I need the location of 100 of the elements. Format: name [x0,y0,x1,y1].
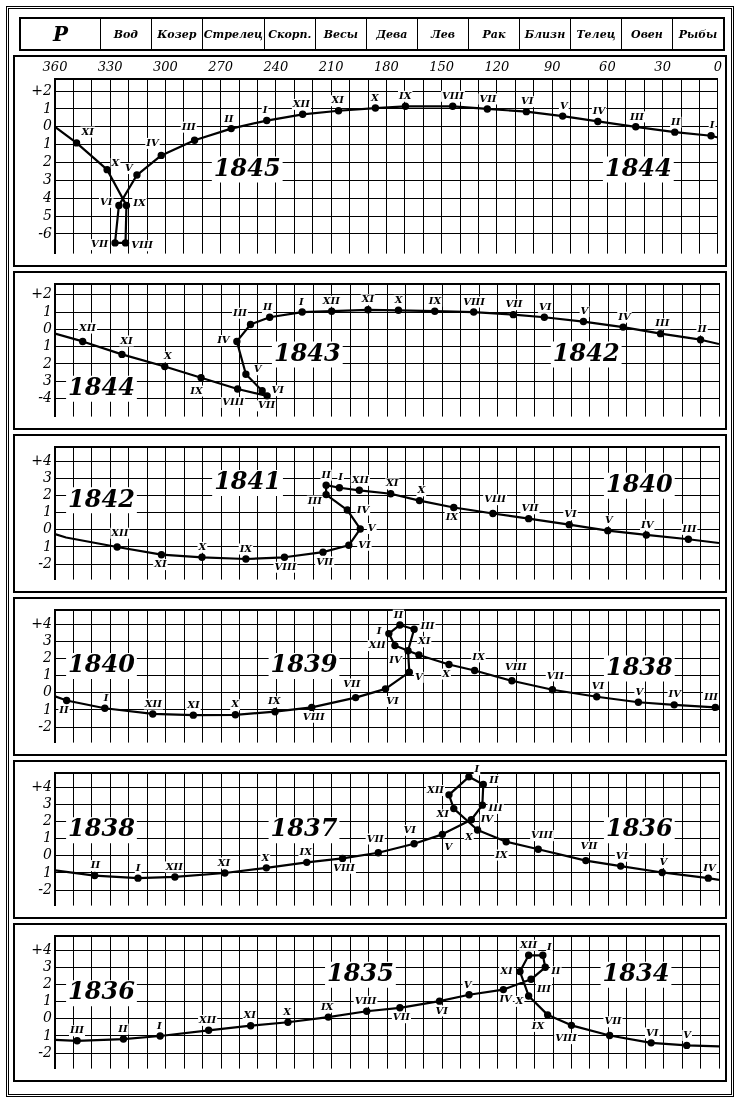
data-label: I [337,471,344,483]
text: Близн [518,19,570,49]
y-tick-label: 2 [42,486,53,503]
y-tick-label: +4 [31,451,52,468]
data-label: XII [425,784,445,796]
data-label: IX [530,1020,546,1031]
data-label: VIII [555,1032,578,1044]
data-label: II [696,323,708,335]
x-tick-label: 210 [317,59,344,75]
text: Весы [314,19,366,49]
data-label: XI [499,965,513,977]
y-tick-label: 0 [43,683,53,700]
data-label: II [392,608,404,620]
data-label: IX [298,846,314,857]
data-label: XII [110,526,129,538]
annotation: 1844 [68,372,135,402]
data-label: XII [367,639,387,651]
y-tick-label: 1 [43,829,52,846]
y-tick-label: 2 [42,153,53,170]
data-label: XII [143,697,163,709]
text: Козер [150,19,202,49]
data-label: VIII [442,89,465,101]
text: Лев [416,19,468,49]
text: Рак [467,19,519,49]
data-label: VII [479,92,497,104]
data-label: IX [427,294,443,306]
data-label: IX [267,695,282,707]
data-label: X [197,540,208,552]
y-tick-label: 2 [42,812,53,829]
data-label: IV [388,654,403,666]
data-label: VI [386,695,400,707]
data-label: IX [397,89,413,101]
data-label: VIII [531,829,554,841]
x-tick-label: 180 [374,59,399,75]
data-label: I [298,295,305,307]
data-label: XI [242,1009,257,1021]
x-tick-label: 0 [713,59,723,75]
y-tick-label: 3 [43,371,53,388]
data-label: V [124,162,134,174]
data-label: III [231,306,248,318]
data-label: XII [77,321,97,333]
data-label: XI [330,94,345,106]
annotation: 1842 [552,337,620,367]
annotation: 1838 [68,813,136,843]
text: Стрелец [201,19,264,49]
data-label: X [369,91,380,103]
text: Вод [99,19,151,49]
annotation: 1842 [68,483,135,513]
x-tick-label: 300 [153,59,178,75]
text: Дева [365,19,417,49]
data-label: VI [520,95,534,107]
x-tick-label: 150 [429,59,455,75]
data-label: V [659,856,669,868]
data-label: VII [505,298,523,310]
y-tick-label: 1 [43,700,52,717]
data-label: X [162,350,173,362]
data-label: III [535,982,552,994]
y-tick-label: 3 [43,631,53,648]
y-tick-label: 4 [42,188,52,205]
y-tick-label: -6 [38,224,53,241]
data-label: V [605,514,615,526]
data-label: VIII [484,493,507,505]
data-label: X [260,851,271,863]
data-label: III [419,619,435,631]
data-label: VI [538,300,552,312]
y-tick-label: +2 [31,285,53,302]
data-label: V [444,840,454,852]
data-label: XI [119,334,134,346]
y-tick-label: -2 [38,880,53,897]
y-tick-label: 1 [43,99,52,116]
annotation: 1845 [213,152,281,182]
data-label: IX [238,542,254,554]
annotation: 1837 [270,813,338,843]
data-label: XII [519,938,538,950]
data-label: IV [667,688,683,700]
data-label: II [670,115,681,127]
data-label: IV [591,105,607,117]
data-label: XI [360,293,375,305]
data-label: II [117,1022,128,1034]
text: Рыбы [671,19,723,49]
data-label: V [253,363,263,375]
data-label: VII [343,677,361,689]
data-label: IX [319,1000,335,1012]
text: Овен [620,19,672,49]
data-label: II [58,703,70,715]
data-label: X [416,484,427,496]
data-label: IX [444,510,460,522]
data-label: X [463,830,474,842]
data-label: VI [615,849,629,861]
data-label: I [375,624,382,636]
data-label: VIII [504,660,528,672]
data-label: IV [640,518,655,530]
data-label: VII [366,832,385,844]
data-label: VI [358,538,371,550]
data-label: VII [257,399,276,411]
data-label: VII [316,555,334,567]
data-label: VII [604,1015,622,1027]
text: Скорп. [263,19,315,49]
y-tick-label: 5 [43,206,53,223]
x-tick-label: 360 [42,59,68,75]
